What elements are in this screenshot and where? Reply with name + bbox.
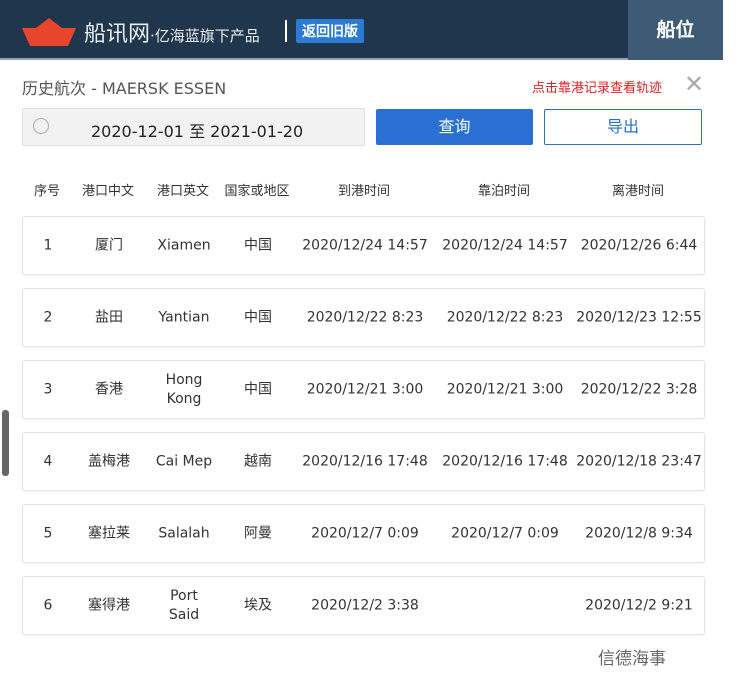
table-cell: Hong Kong <box>165 371 203 407</box>
table-cell: 塞拉莱 <box>88 525 130 541</box>
query-button[interactable]: 查询 <box>376 109 533 145</box>
table-cell: 2020/12/21 3:00 <box>446 381 564 397</box>
table-cell: 2020/12/24 14:57 <box>302 237 428 253</box>
table-cell: Xiamen <box>157 237 211 253</box>
table-cell: 2020/12/18 23:47 <box>576 453 702 469</box>
column-header: 靠泊时间 <box>477 184 531 199</box>
table-cell: Port Said <box>168 587 200 623</box>
table-row[interactable]: 4 盖梅港 Cai Mep 越南 2020/12/16 17:48 2020/12/16 … <box>22 432 705 491</box>
divider <box>285 20 287 42</box>
table-cell: 2020/12/2 9:21 <box>585 597 693 613</box>
table-cell: 2020/12/22 3:28 <box>580 381 698 397</box>
table-cell: 4 <box>43 453 53 469</box>
page-title: 历史航次 - MAERSK ESSEN <box>22 79 227 98</box>
table-cell: 2020/12/21 3:00 <box>306 381 424 397</box>
table-cell: 2020/12/16 17:48 <box>442 453 568 469</box>
table-cell: 盖梅港 <box>88 453 130 469</box>
table-cell: 1 <box>43 237 53 253</box>
close-icon[interactable]: ✕ <box>684 70 705 98</box>
table-cell: 越南 <box>244 453 272 469</box>
table-row[interactable]: 2 盐田 Yantian 中国 2020/12/22 8:23 2020/12/22 8:… <box>22 288 705 347</box>
table-cell: 6 <box>43 597 53 613</box>
table-cell: 2020/12/2 3:38 <box>311 597 419 613</box>
table-cell: 2020/12/23 12:55 <box>576 309 702 325</box>
table-cell: 香港 <box>95 381 123 397</box>
table-cell: 盐田 <box>95 309 123 325</box>
track-hint: 点击靠港记录查看轨迹 <box>532 81 663 96</box>
table-row[interactable]: 5 塞拉莱 Salalah 阿曼 2020/12/7 0:09 2020/12/7 0:0… <box>22 504 705 563</box>
brand-text: 船讯网 <box>84 22 151 47</box>
column-header: 港口英文 <box>156 184 210 199</box>
table-cell: 2020/12/24 14:57 <box>442 237 568 253</box>
top-header: 船讯网·亿海蓝旗下产品 返回旧版 船位 <box>0 0 723 60</box>
table-cell: 中国 <box>244 237 272 253</box>
table-cell: 2020/12/7 0:09 <box>451 525 559 541</box>
table-cell: 塞得港 <box>88 597 130 613</box>
table-cell: 中国 <box>244 309 272 325</box>
table-cell: 2020/12/8 9:34 <box>585 525 693 541</box>
table-cell: 2020/12/26 6:44 <box>580 237 698 253</box>
table-cell: 厦门 <box>95 237 123 253</box>
table-row[interactable]: 1 厦门 Xiamen 中国 2020/12/24 14:57 2020/12/24 14… <box>22 216 705 275</box>
column-header: 到港时间 <box>337 184 391 199</box>
scrollbar[interactable] <box>2 410 9 476</box>
ship-logo-icon <box>22 18 76 46</box>
table-cell: 2020/12/22 8:23 <box>306 309 424 325</box>
table-cell: Cai Mep <box>155 453 213 469</box>
table-cell: 5 <box>43 525 53 541</box>
clock-icon <box>33 118 49 134</box>
date-range-value: 2020-12-01 至 2021-01-20 <box>91 122 304 141</box>
column-header: 国家或地区 <box>224 184 290 199</box>
table-cell: 2020/12/22 8:23 <box>446 309 564 325</box>
table-cell: 埃及 <box>244 597 272 613</box>
export-button[interactable]: 导出 <box>544 109 702 145</box>
table-cell: 2020/12/7 0:09 <box>311 525 419 541</box>
brand-subtitle: ·亿海蓝旗下产品 <box>150 27 260 45</box>
table-cell: 2020/12/16 17:48 <box>302 453 428 469</box>
table-cell: 阿曼 <box>244 525 272 541</box>
table-cell: 3 <box>43 381 53 397</box>
table-cell: 2 <box>43 309 53 325</box>
ship-position-tab[interactable]: 船位 <box>628 0 723 60</box>
column-header: 港口中文 <box>81 184 135 199</box>
brand-name: 船讯网·亿海蓝旗下产品 <box>84 16 260 48</box>
table-row[interactable]: 6 塞得港 Port Said 埃及 2020/12/2 3:38 2020/12/2 9… <box>22 576 705 635</box>
watermark: 信德海事 <box>598 649 666 669</box>
date-range-input[interactable]: 2020-12-01 至 2021-01-20 <box>22 108 365 146</box>
table-cell: 中国 <box>244 381 272 397</box>
column-header: 序号 <box>33 184 61 199</box>
column-header: 离港时间 <box>611 184 665 199</box>
table-row[interactable]: 3 香港 Hong Kong 中国 2020/12/21 3:00 2020/12/21 … <box>22 360 705 419</box>
table-cell: Yantian <box>158 309 210 325</box>
old-version-button[interactable]: 返回旧版 <box>296 19 364 43</box>
table-cell: Salalah <box>158 525 210 541</box>
